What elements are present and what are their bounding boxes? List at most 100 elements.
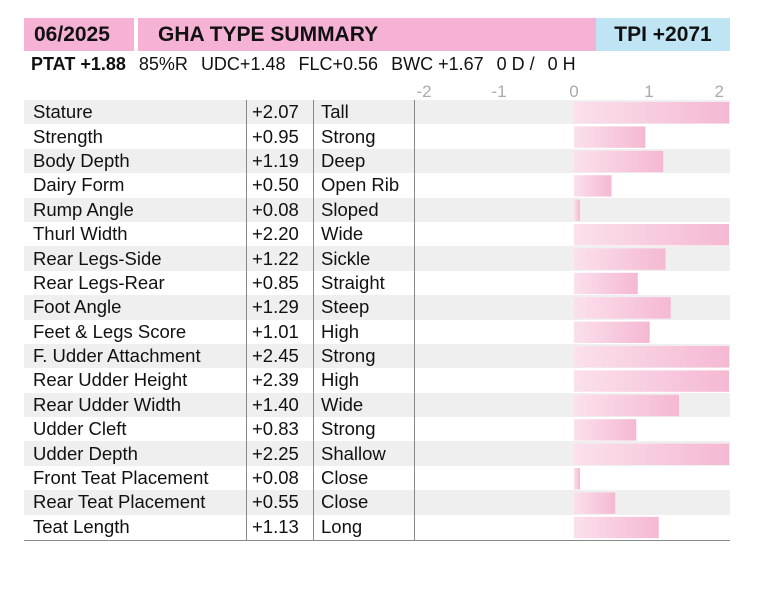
trait-bar (574, 126, 646, 148)
trait-name: F. Udder Attachment (33, 345, 201, 367)
trait-descriptor: Strong (321, 418, 376, 440)
trait-value: +0.08 (252, 198, 299, 220)
trait-value: +1.40 (252, 393, 299, 415)
header-bar: 06/2025 GHA TYPE SUMMARY TPI +2071 (24, 18, 730, 51)
trait-descriptor: Wide (321, 393, 364, 415)
x-tick-label: 1 (644, 82, 653, 101)
trait-name: Rump Angle (33, 198, 134, 220)
trait-name: Udder Cleft (33, 418, 127, 440)
trait-descriptor: High (321, 320, 360, 342)
trait-value: +1.29 (252, 296, 299, 318)
trait-value: +1.13 (252, 515, 299, 537)
udc-value: UDC+1.48 (200, 54, 286, 74)
trait-descriptor: Sloped (321, 198, 379, 220)
trait-bar (574, 175, 612, 197)
trait-bar (574, 248, 666, 270)
herds-count: 0 H (547, 54, 576, 74)
trait-descriptor: Close (321, 467, 369, 489)
daughters-count: 0 D / (496, 54, 535, 74)
trait-row: Strength +0.95 Strong (24, 124, 730, 148)
trait-name: Teat Length (33, 515, 130, 537)
reliability-value: 85%R (138, 54, 188, 74)
trait-row: Front Teat Placement +0.08 Close (24, 466, 730, 490)
trait-name: Strength (33, 125, 103, 147)
trait-descriptor: Long (321, 515, 363, 537)
trait-name: Rear Legs-Side (33, 247, 162, 269)
trait-descriptor: Close (321, 491, 369, 513)
divider-name-value (246, 100, 247, 541)
table-bottom-rule (24, 540, 730, 541)
trait-name: Body Depth (33, 149, 130, 171)
trait-value: +2.39 (252, 369, 299, 391)
trait-descriptor: Open Rib (321, 174, 400, 196)
trait-bar (574, 224, 729, 246)
trait-name: Dairy Form (33, 174, 125, 196)
trait-descriptor: Steep (321, 296, 370, 318)
trait-descriptor: High (321, 369, 360, 391)
trait-value: +2.07 (252, 101, 299, 123)
trait-name: Thurl Width (33, 223, 128, 245)
trait-descriptor: Deep (321, 149, 366, 171)
trait-bar (574, 150, 664, 173)
trait-descriptor: Sickle (321, 247, 371, 269)
x-tick-label: 0 (569, 82, 578, 101)
trait-value: +1.19 (252, 149, 299, 171)
trait-descriptor: Strong (321, 345, 376, 367)
trait-row: Udder Cleft +0.83 Strong (24, 417, 730, 441)
trait-value: +0.95 (252, 125, 299, 147)
stats-line: PTAT +1.88 85%R UDC+1.48 FLC+0.56 BWC +1… (31, 54, 584, 75)
trait-name: Rear Udder Height (33, 369, 188, 391)
trait-name: Rear Teat Placement (33, 491, 206, 513)
x-tick-label: -2 (416, 82, 431, 101)
trait-row: Thurl Width +2.20 Wide (24, 222, 730, 246)
tpi-badge: TPI +2071 (596, 18, 730, 51)
trait-row: Feet & Legs Score +1.01 High (24, 320, 730, 344)
trait-value: +0.55 (252, 491, 299, 513)
trait-name: Front Teat Placement (33, 467, 209, 489)
trait-name: Rear Legs-Rear (33, 271, 165, 293)
flc-value: FLC+0.56 (298, 54, 379, 74)
divider-desc-chart (414, 100, 415, 541)
trait-value: +2.20 (252, 223, 299, 245)
trait-value: +2.25 (252, 442, 299, 464)
trait-value: +2.45 (252, 345, 299, 367)
ptat-value: PTAT +1.88 (31, 54, 126, 74)
trait-row: Teat Length +1.13 Long (24, 515, 730, 539)
header-date: 06/2025 (24, 18, 134, 51)
header-divider (134, 18, 138, 51)
trait-value: +1.22 (252, 247, 299, 269)
trait-name: Stature (33, 101, 93, 123)
trait-row: Dairy Form +0.50 Open Rib (24, 173, 730, 197)
trait-descriptor: Shallow (321, 442, 386, 464)
trait-name: Udder Depth (33, 442, 138, 464)
trait-row: Rear Legs-Rear +0.85 Straight (24, 271, 730, 295)
trait-value: +0.83 (252, 418, 299, 440)
trait-row: Rump Angle +0.08 Sloped (24, 197, 730, 222)
trait-row: Rear Legs-Side +1.22 Sickle (24, 246, 730, 271)
trait-value: +0.08 (252, 467, 299, 489)
trait-bar (574, 102, 729, 124)
header-title: GHA TYPE SUMMARY (138, 18, 596, 51)
trait-bar (574, 272, 638, 295)
trait-name: Rear Udder Width (33, 393, 182, 415)
trait-bar (574, 492, 616, 514)
trait-name: Foot Angle (33, 296, 122, 318)
trait-descriptor: Wide (321, 223, 364, 245)
x-tick-label: -1 (491, 82, 506, 101)
trait-bar (574, 346, 729, 368)
trait-bar (574, 516, 659, 539)
trait-descriptor: Tall (321, 101, 349, 123)
trait-value: +0.85 (252, 271, 299, 293)
trait-row: Rear Udder Height +2.39 High (24, 368, 730, 392)
trait-bar (574, 297, 671, 319)
trait-bar (574, 468, 580, 490)
trait-name: Feet & Legs Score (33, 320, 187, 342)
trait-bar (574, 199, 580, 221)
bwc-value: BWC +1.67 (391, 54, 484, 74)
trait-bar (574, 443, 729, 465)
trait-bar (574, 394, 679, 417)
divider-value-desc (313, 100, 314, 541)
trait-bar (574, 370, 729, 392)
trait-descriptor: Straight (321, 271, 385, 293)
